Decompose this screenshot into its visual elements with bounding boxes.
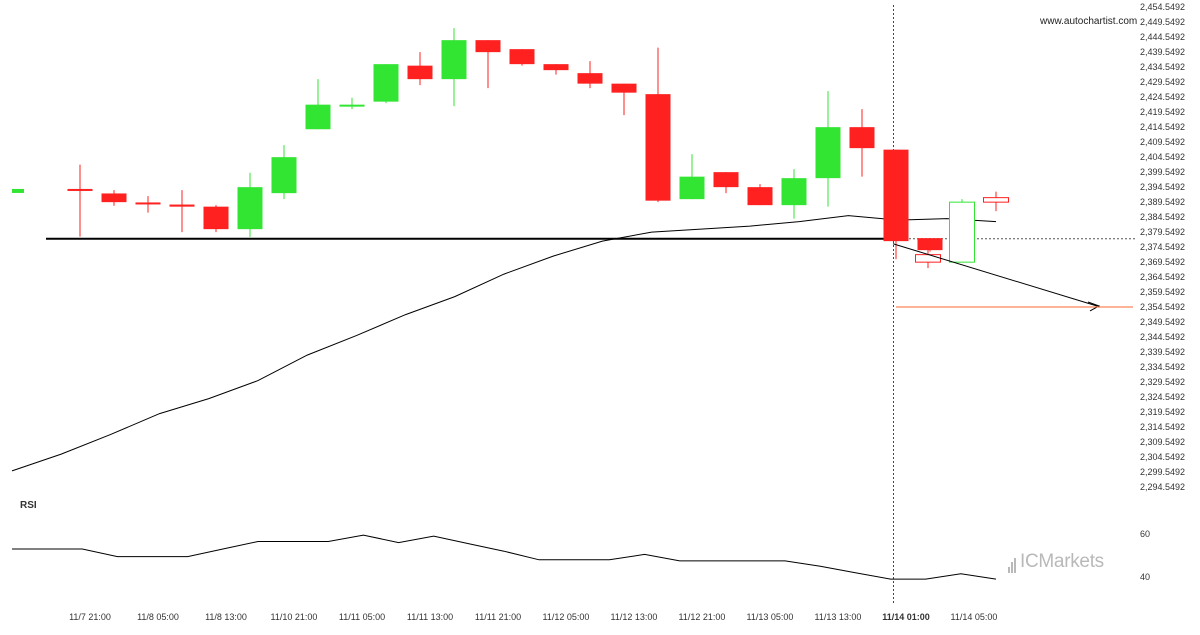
y-tick-label: 2,404.5492 [1140, 152, 1185, 162]
y-tick-label: 2,334.5492 [1140, 362, 1185, 372]
y-tick-label: 2,449.5492 [1140, 17, 1185, 27]
candle-9-body [339, 104, 365, 107]
candle-14-body [509, 49, 535, 65]
candle-3-body [135, 202, 161, 205]
y-tick-label: 2,359.5492 [1140, 287, 1185, 297]
x-tick-label: 11/12 05:00 [543, 612, 590, 622]
candle-1-body [67, 188, 93, 191]
candle-11-body [407, 65, 433, 80]
y-tick-label: 2,419.5492 [1140, 107, 1185, 117]
candle-25-body [883, 149, 909, 242]
candle-4-body [169, 204, 195, 207]
x-tick-label: 11/8 05:00 [137, 612, 179, 622]
candle-0-body [12, 188, 24, 193]
y-tick-label: 2,444.5492 [1140, 32, 1185, 42]
y-tick-label: 2,454.5492 [1140, 2, 1185, 12]
x-tick-label: 11/13 05:00 [747, 612, 794, 622]
y-tick-label: 2,324.5492 [1140, 392, 1185, 402]
y-tick-label: 2,329.5492 [1140, 377, 1185, 387]
candle-18-body [645, 94, 671, 201]
candle-13-body [475, 40, 501, 53]
candle-22-body [781, 178, 807, 206]
x-tick-label: 11/11 21:00 [475, 612, 521, 622]
candle-21-body [747, 187, 773, 206]
y-tick-label: 2,394.5492 [1140, 182, 1185, 192]
ic-markets-watermark: ICMarkets [1008, 551, 1138, 575]
y-tick-label: 2,339.5492 [1140, 347, 1185, 357]
candle-20-body [713, 172, 739, 188]
y-tick-label: 2,399.5492 [1140, 167, 1185, 177]
y-tick-label: 2,439.5492 [1140, 47, 1185, 57]
pattern-candle-0-body [915, 254, 941, 263]
candle-24-body [849, 127, 875, 149]
moving-average-line [11, 215, 997, 472]
y-tick-label: 2,389.5492 [1140, 197, 1185, 207]
y-tick-label: 2,379.5492 [1140, 227, 1185, 237]
y-tick-label: 2,414.5492 [1140, 122, 1185, 132]
y-tick-label: 2,319.5492 [1140, 407, 1185, 417]
rsi-line [12, 534, 997, 580]
x-tick-label: 11/11 13:00 [407, 612, 453, 622]
x-tick-label: 11/14 01:00 [882, 612, 930, 622]
candle-23-body [815, 127, 841, 179]
pattern-candle-2-body [983, 197, 1009, 203]
y-tick-label: 2,354.5492 [1140, 302, 1185, 312]
x-tick-label: 11/12 13:00 [611, 612, 658, 622]
projection-arrowhead [1087, 301, 1101, 312]
x-tick-label: 11/13 13:00 [815, 612, 862, 622]
candle-16-body [577, 73, 603, 84]
projection-arrow-line [892, 243, 1098, 307]
y-tick-label: 2,409.5492 [1140, 137, 1185, 147]
y-tick-label: 2,294.5492 [1140, 482, 1185, 492]
x-tick-label: 11/7 21:00 [69, 612, 111, 622]
candle-12-body [441, 40, 467, 80]
candle-19-body [679, 176, 705, 200]
x-tick-label: 11/8 13:00 [205, 612, 247, 622]
rsi-label: RSI [20, 500, 37, 511]
candle-8-body [305, 104, 331, 130]
candle-15-body [543, 64, 569, 71]
source-label: www.autochartist.com [1040, 16, 1138, 27]
x-tick-label: 11/11 05:00 [339, 612, 385, 622]
candle-5-body [203, 206, 229, 230]
candle-17-body [611, 83, 637, 93]
y-tick-label: 2,429.5492 [1140, 77, 1185, 87]
rsi-tick-label: 60 [1140, 529, 1150, 539]
y-tick-label: 2,309.5492 [1140, 437, 1185, 447]
y-tick-label: 2,344.5492 [1140, 332, 1185, 342]
candle-10-body [373, 64, 399, 102]
y-tick-label: 2,314.5492 [1140, 422, 1185, 432]
rsi-tick-label: 40 [1140, 572, 1150, 582]
watermark-text: ICMarkets [1020, 551, 1104, 573]
x-tick-label: 11/10 21:00 [271, 612, 318, 622]
y-tick-label: 2,384.5492 [1140, 212, 1185, 222]
candle-6-body [237, 187, 263, 230]
candle-7-body [271, 157, 297, 194]
y-tick-label: 2,299.5492 [1140, 467, 1185, 477]
candle-2-body [101, 193, 127, 203]
x-tick-label: 11/14 05:00 [951, 612, 998, 622]
y-tick-label: 2,364.5492 [1140, 272, 1185, 282]
candle-26-body [917, 238, 943, 251]
x-tick-label: 11/12 21:00 [679, 612, 726, 622]
y-tick-label: 2,374.5492 [1140, 242, 1185, 252]
y-tick-label: 2,349.5492 [1140, 317, 1185, 327]
y-tick-label: 2,369.5492 [1140, 257, 1185, 267]
ic-markets-bars-icon [1008, 551, 1017, 573]
y-tick-label: 2,424.5492 [1140, 92, 1185, 102]
y-tick-label: 2,434.5492 [1140, 62, 1185, 72]
pattern-candle-1-body [949, 201, 975, 263]
y-tick-label: 2,304.5492 [1140, 452, 1185, 462]
